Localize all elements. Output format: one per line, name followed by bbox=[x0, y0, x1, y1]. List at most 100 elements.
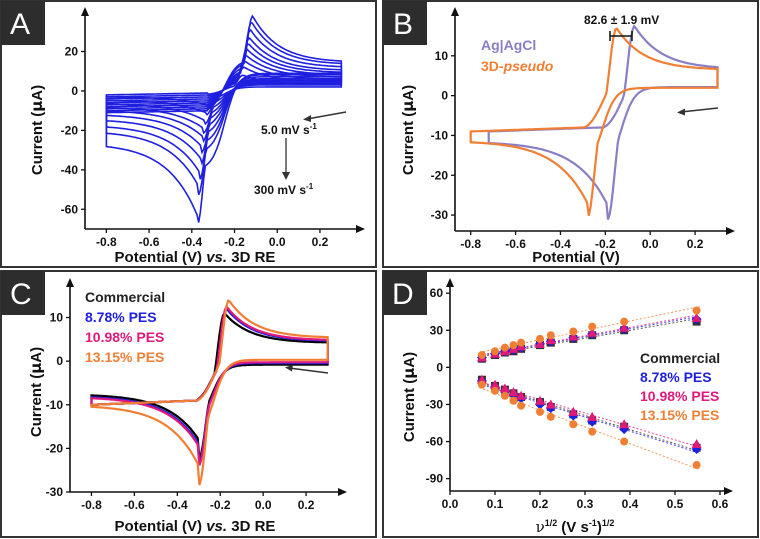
panel-d-data-point bbox=[517, 338, 526, 347]
panel-c-y-tick-label: -20 bbox=[46, 441, 64, 455]
panel-a-cv-curve bbox=[105, 36, 343, 167]
panel-a-x-tick-label: 0.2 bbox=[312, 235, 329, 249]
panel-c-y-tick-label: 0 bbox=[56, 354, 63, 368]
panel-a-rate-arrowhead bbox=[282, 172, 290, 180]
panel-d-data-point bbox=[620, 317, 629, 326]
panel-a-y-tick-label: -20 bbox=[61, 123, 79, 137]
panel-d-data-point bbox=[477, 351, 486, 359]
panel-a-cv-curve bbox=[105, 54, 343, 135]
panel-c-cv-curve bbox=[90, 299, 329, 486]
panel-d-legend-1098: 10.98% PES bbox=[640, 388, 719, 404]
panel-b-legend-3d-pseudo: 3D-pseudo bbox=[481, 58, 554, 74]
panel-a-plot: -0.8 -0.6 -0.4 -0.2 0.0 0.2 -60 -40 -20 0 20 bbox=[61, 7, 365, 249]
panel-d-data-point bbox=[691, 312, 702, 322]
panel-d: D 0.0 0.1 0.2 0.3 0.4 0.5 0.6 -90 -60 -30 0 30 60 ν1… bbox=[382, 270, 759, 538]
panel-c-x-tick-label: 0.0 bbox=[255, 498, 272, 512]
panel-c-x-tick-label: -0.8 bbox=[81, 498, 102, 512]
panel-b-annotation: 82.6 ± 1.9 mV bbox=[584, 13, 659, 27]
panel-a-scan-arrowhead bbox=[303, 115, 311, 122]
panel-d-data-point bbox=[499, 383, 510, 393]
panel-b-x-tick-label: 0.0 bbox=[642, 237, 659, 251]
panel-d-data-point bbox=[691, 439, 702, 449]
panel-d-y-tick-label: 60 bbox=[430, 286, 444, 300]
panel-d-data-point bbox=[491, 386, 499, 395]
panel-d-data-point bbox=[569, 327, 578, 336]
panel-c-legend-commercial: Commercial bbox=[85, 289, 165, 305]
panel-b-y-tick-label: -10 bbox=[431, 128, 449, 142]
panel-b-x-tick-label: -0.2 bbox=[595, 237, 616, 251]
panel-c-scan-arrowhead bbox=[285, 364, 293, 372]
panel-b-y-axis-arrow bbox=[451, 7, 459, 16]
panel-c-label-box bbox=[1, 271, 45, 315]
panel-c-x-axis-arrow bbox=[338, 488, 347, 496]
panel-d-data-point bbox=[568, 331, 579, 341]
panel-a-label: A bbox=[10, 8, 30, 41]
panel-d-x-tick-label: 0.5 bbox=[667, 497, 684, 511]
panel-c-x-tick-label: -0.4 bbox=[167, 498, 188, 512]
panel-d-data-point bbox=[620, 437, 629, 446]
panel-a-x-axis-arrow bbox=[356, 225, 365, 233]
panel-d-data-point bbox=[516, 390, 527, 400]
panel-d-data-point bbox=[546, 331, 555, 340]
panel-d-y-tick-label: 30 bbox=[430, 323, 444, 337]
panel-c-x-tick-label: -0.6 bbox=[124, 498, 145, 512]
panel-d-data-point bbox=[491, 347, 499, 356]
panel-d-label-box bbox=[383, 271, 427, 315]
panel-a-y-tick-label: -40 bbox=[61, 163, 79, 177]
panel-d-x-axis-arrow bbox=[724, 487, 733, 495]
panel-b-label: B bbox=[393, 8, 413, 41]
panel-d-data-point bbox=[508, 387, 519, 397]
panel-d-data-point bbox=[588, 322, 597, 331]
panel-a-cv-curve bbox=[105, 43, 343, 155]
panel-c-y-tick-label: -10 bbox=[46, 398, 64, 412]
panel-d-data-point bbox=[619, 322, 630, 332]
panel-b-cv-curve bbox=[469, 27, 719, 216]
panel-a-x-tick-label: -0.4 bbox=[181, 235, 202, 249]
panel-a-label-box bbox=[1, 1, 45, 45]
panel-c: C -0.8 -0.6 -0.4 -0.2 0.0 0.2 -30 -20 -10 0 10 Pot… bbox=[0, 270, 377, 538]
panel-c-y-tick-label: -30 bbox=[46, 485, 64, 499]
panel-b-label-box bbox=[383, 1, 427, 45]
panel-d-data-point bbox=[535, 338, 545, 348]
panel-d-label: D bbox=[392, 278, 414, 311]
panel-c-y-axis-arrow bbox=[66, 278, 74, 287]
panel-a-cv-curve bbox=[105, 74, 343, 108]
panel-b-y-tick-label: 0 bbox=[441, 89, 448, 103]
panel-d-y-tick-label: -90 bbox=[426, 472, 444, 486]
panel-d-ylabel: Current (μA) bbox=[400, 352, 418, 442]
panel-d-data-point bbox=[587, 411, 598, 421]
panel-c-legend-1315: 13.15% PES bbox=[85, 349, 164, 365]
panel-d-data-point bbox=[692, 306, 701, 315]
panel-d-x-tick-label: 0.4 bbox=[622, 497, 639, 511]
panel-c-legend-878: 8.78% PES bbox=[85, 309, 157, 325]
panel-c-legend-1098: 10.98% PES bbox=[85, 329, 164, 345]
panel-d-data-point bbox=[509, 396, 518, 405]
panel-d-data-point bbox=[569, 420, 578, 429]
panel-a-y-tick-label: 20 bbox=[65, 45, 79, 59]
panel-b-border bbox=[382, 0, 759, 268]
panel-c-xlabel: Potential (V) vs. 3D RE bbox=[115, 518, 276, 535]
panel-d-xlabel: ν1/2 (V s-1)1/2 bbox=[536, 518, 615, 536]
panel-b-x-tick-label: 0.2 bbox=[687, 237, 704, 251]
panel-a-x-tick-label: 0.0 bbox=[269, 235, 286, 249]
panel-d-data-point bbox=[588, 427, 597, 436]
panel-d-data-point bbox=[692, 461, 701, 470]
panel-a-y-tick-label: -60 bbox=[61, 202, 79, 216]
panel-a-xlabel: Potential (V) vs. 3D RE bbox=[115, 249, 276, 266]
panel-d-x-tick-label: 0.3 bbox=[577, 497, 594, 511]
panel-b-x-tick-label: -0.4 bbox=[550, 237, 571, 251]
panel-c-ylabel: Current (μA) bbox=[27, 347, 45, 437]
panel-b-y-tick-label: -30 bbox=[431, 208, 449, 222]
panel-d-data-point bbox=[476, 374, 487, 384]
panel-b-legend-agagcl: Ag|AgCl bbox=[481, 37, 536, 53]
panel-c-border bbox=[0, 270, 377, 538]
panel-d-y-tick-label: -30 bbox=[426, 397, 444, 411]
panel-d-data-point bbox=[545, 335, 556, 345]
panel-a: A -0.8 -0.6 -0.4 -0.2 0.0 0.2 -60 -40 -20 0 20 Pot… bbox=[0, 0, 377, 268]
panel-d-data-point bbox=[535, 395, 545, 405]
panel-d-data-point bbox=[536, 334, 544, 343]
panel-a-cv-curve bbox=[105, 28, 343, 180]
panel-d-data-point bbox=[587, 327, 598, 337]
panel-a-border bbox=[0, 0, 377, 268]
panel-c-x-tick-label: 0.2 bbox=[298, 498, 315, 512]
